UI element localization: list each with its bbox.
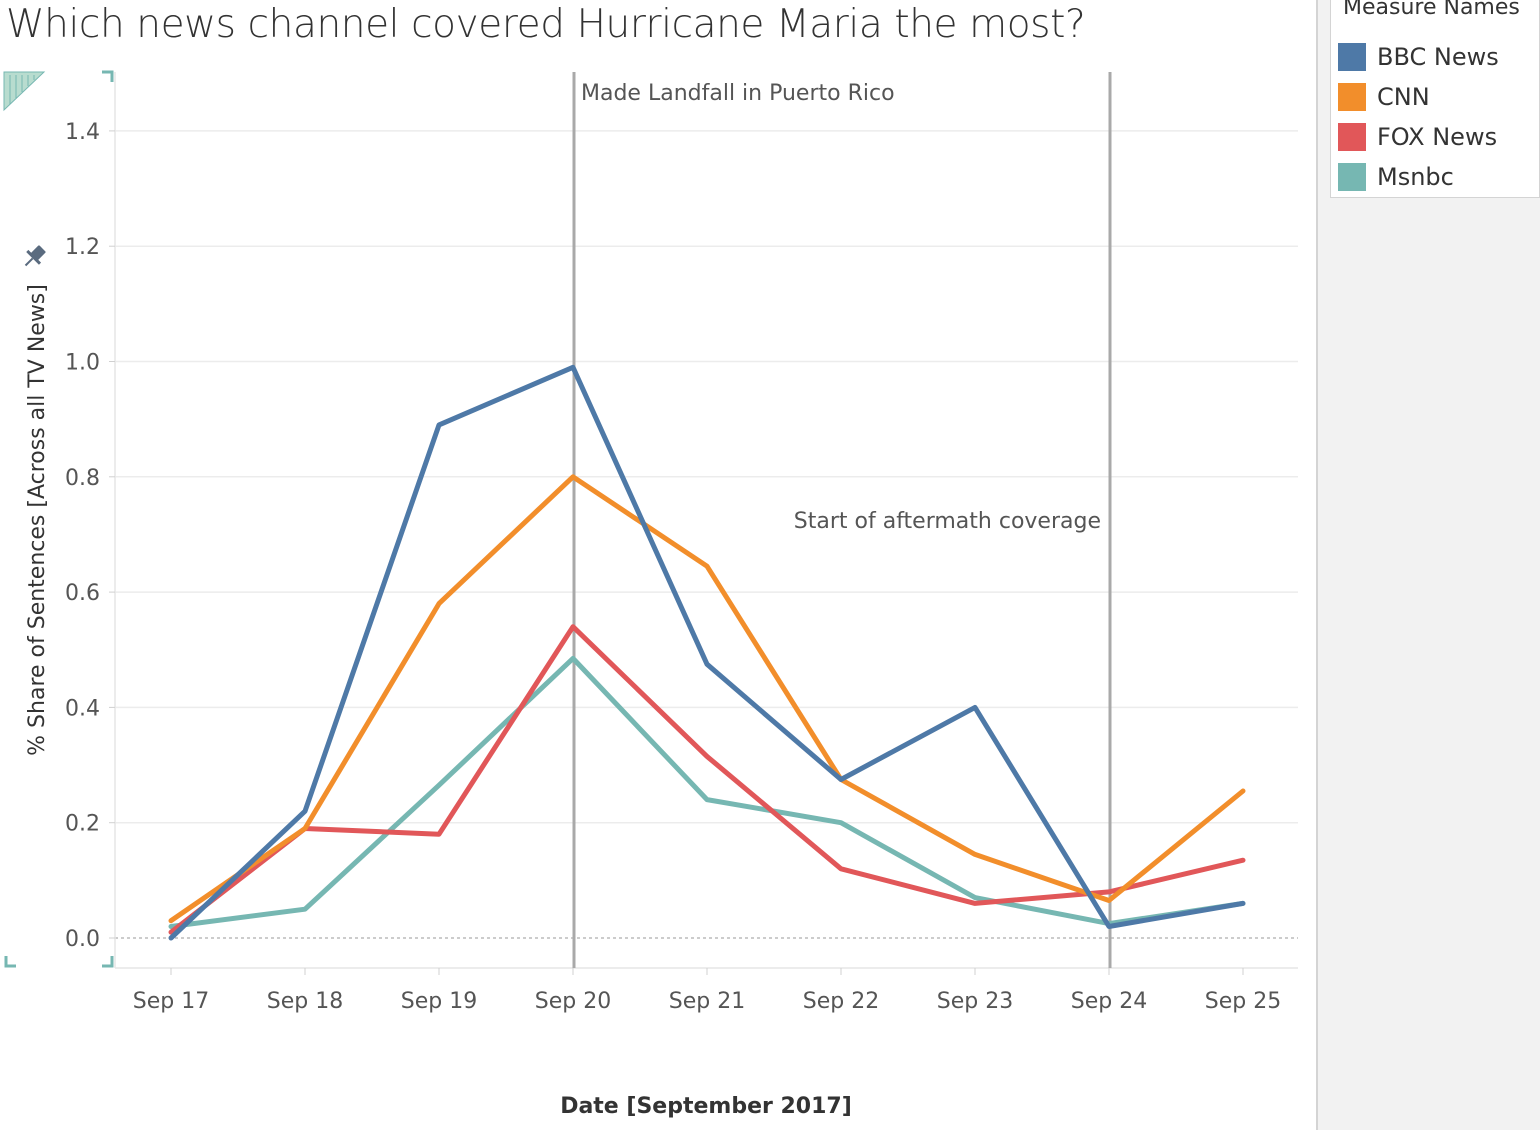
y-tick-label: 0.4 — [65, 696, 100, 721]
y-tick-label: 1.4 — [65, 120, 100, 145]
corner-bracket-icon — [4, 70, 114, 968]
x-tick-label: Sep 22 — [803, 989, 879, 1014]
legend-swatch-bbc-news — [1338, 43, 1366, 71]
legend-item-msnbc[interactable]: Msnbc — [1338, 162, 1533, 192]
series-line-cnn[interactable] — [168, 474, 1246, 924]
reference-line-label: Made Landfall in Puerto Rico — [581, 81, 895, 106]
legend-label-cnn: CNN — [1377, 83, 1430, 111]
reference-lines: Made Landfall in Puerto Rico Start of aft… — [572, 72, 1112, 968]
y-tick-label: 0.6 — [65, 581, 100, 606]
y-axis: 0.0 0.2 0.4 0.6 0.8 1.0 1.2 1.4 — [65, 120, 115, 952]
legend-label-fox-news: FOX News — [1377, 123, 1498, 151]
y-axis-title: % Share of Sentences [Across all TV News… — [25, 284, 50, 756]
x-tick-label: Sep 23 — [937, 989, 1013, 1014]
y-tick-label: 1.0 — [65, 351, 100, 376]
y-tick-label: 0.2 — [65, 812, 100, 837]
legend-label-msnbc: Msnbc — [1377, 163, 1454, 191]
gridlines — [114, 72, 1298, 969]
x-tick-label: Sep 18 — [267, 989, 343, 1014]
y-tick-label: 1.2 — [65, 235, 100, 260]
series-line-msnbc[interactable] — [168, 655, 1246, 929]
legend-swatch-cnn — [1338, 83, 1366, 111]
legend-swatch-msnbc — [1338, 163, 1366, 191]
y-tick-label: 0.0 — [65, 927, 100, 952]
pin-icon[interactable] — [19, 242, 49, 272]
legend-swatch-fox-news — [1338, 123, 1366, 151]
legend-item-fox-news[interactable]: FOX News — [1338, 122, 1533, 152]
reference-line-label: Start of aftermath coverage — [794, 509, 1101, 534]
x-axis-title: Date [September 2017] — [560, 1094, 852, 1119]
series-lines — [168, 364, 1246, 941]
corner-marker-icon — [3, 71, 46, 112]
legend-title: Measure Names — [1343, 0, 1520, 20]
legend-item-bbc-news[interactable]: BBC News — [1338, 42, 1533, 72]
series-line-bbc-news[interactable] — [168, 364, 1246, 941]
legend-label-bbc-news: BBC News — [1377, 43, 1499, 71]
legend-item-cnn[interactable]: CNN — [1338, 82, 1533, 112]
x-tick-label: Sep 17 — [133, 989, 209, 1014]
y-tick-label: 0.8 — [65, 466, 100, 491]
x-axis: Sep 17 Sep 18 Sep 19 Sep 20 Sep 21 Sep 22 Sep … — [133, 968, 1281, 1014]
x-tick-label: Sep 24 — [1071, 989, 1147, 1014]
x-tick-label: Sep 19 — [401, 989, 477, 1014]
legend: Measure Names BBC News CNN FOX News Msnb… — [1330, 0, 1540, 198]
x-tick-label: Sep 21 — [669, 989, 745, 1014]
series-line-fox-news[interactable] — [168, 624, 1246, 935]
x-tick-label: Sep 25 — [1205, 989, 1281, 1014]
chart-title: Which news channel covered Hurricane Mar… — [6, 2, 1086, 47]
line-chart: 0.00.20.40.60.81.01.21.4 Sep 17 Sep 18 Sep… — [3, 70, 1298, 1119]
x-tick-label: Sep 20 — [535, 989, 611, 1014]
